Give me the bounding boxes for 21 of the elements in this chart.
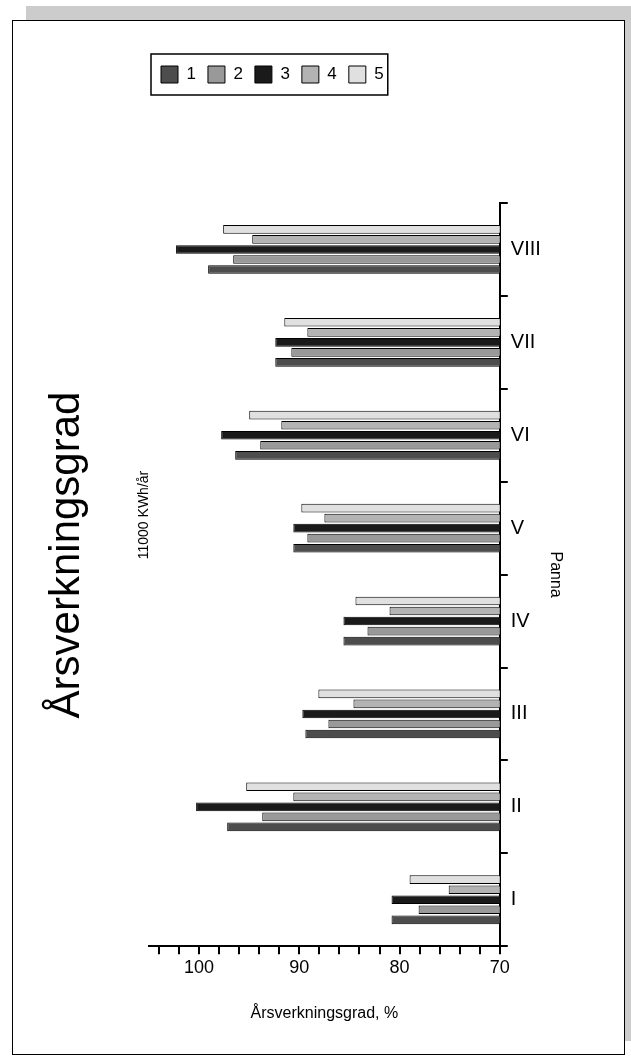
y-tick-label: VI [510, 422, 530, 445]
y-tick-label: VIII [510, 236, 541, 259]
x-tick-label: 70 [489, 956, 510, 977]
legend-label: 5 [374, 64, 384, 84]
y-tick-label: IV [510, 608, 531, 631]
legend-label: 4 [327, 64, 337, 84]
text: Årsverkningsgrad [41, 391, 88, 719]
y-tick-label: II [510, 794, 522, 817]
legend-label: 3 [280, 64, 290, 84]
x-tick-label: 100 [184, 956, 215, 977]
y-tick-label: I [510, 887, 517, 910]
x-tick-label: 80 [389, 956, 410, 977]
legend-label: 1 [186, 64, 196, 84]
y-tick-label: V [510, 515, 525, 538]
text: 11000 KWh/år [135, 470, 151, 560]
y-axis-title: Panna [547, 551, 565, 598]
legend-label: 2 [233, 64, 243, 84]
x-axis-title: Årsverkningsgrad, % [250, 1002, 399, 1021]
y-tick-label: VII [510, 329, 536, 352]
x-tick-label: 90 [289, 956, 310, 977]
y-tick-label: III [510, 701, 528, 724]
